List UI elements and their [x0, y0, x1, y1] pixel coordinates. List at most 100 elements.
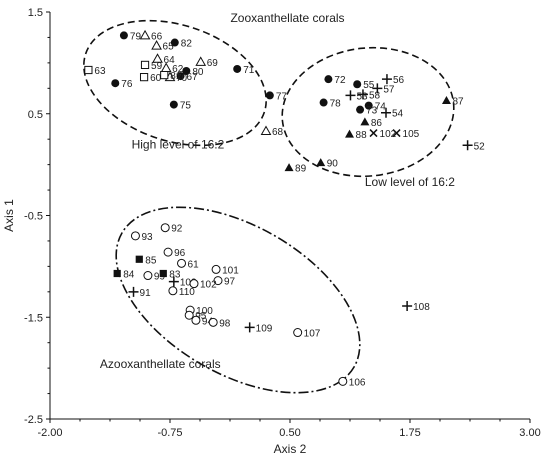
point-label-86: 86 [371, 118, 383, 129]
point-label-102: 102 [380, 129, 397, 140]
point-filled-square-85 [135, 255, 143, 263]
point-label-65: 65 [163, 42, 175, 53]
point-filled-circle-72 [324, 75, 333, 84]
point-open-triangle-69 [195, 56, 207, 66]
y-tick-label: 1.5 [28, 7, 43, 19]
point-label-84: 84 [123, 269, 135, 280]
annotation-label: Azooxanthellate corals [100, 357, 221, 371]
x-tick-label: 1.75 [399, 427, 420, 439]
point-filled-triangle-89 [284, 163, 294, 172]
y-tick-label: -1.5 [24, 312, 43, 324]
point-open-triangle-64 [152, 53, 163, 63]
point-open-circle-93 [130, 231, 140, 241]
point-label-59: 59 [151, 61, 163, 72]
point-filled-triangle-90 [316, 158, 326, 167]
point-plus-103 [168, 276, 179, 287]
point-open-circle-92 [160, 223, 170, 233]
point-filled-circle-74 [364, 101, 373, 110]
point-label-57: 57 [383, 84, 395, 95]
point-label-66: 66 [151, 31, 163, 42]
x-tick-label: -2.00 [37, 427, 62, 439]
point-label-92: 92 [171, 224, 183, 235]
point-label-101: 101 [222, 265, 239, 276]
point-label-110: 110 [179, 287, 195, 298]
point-label-76: 76 [121, 79, 133, 90]
point-label-102: 102 [200, 280, 217, 291]
point-label-91: 91 [140, 288, 152, 299]
point-open-circle-96 [163, 247, 173, 257]
point-label-58: 58 [369, 90, 381, 101]
point-filled-circle-67 [176, 72, 185, 81]
point-cross-105 [392, 129, 401, 138]
point-label-56: 56 [393, 75, 405, 86]
point-plus-109 [244, 322, 255, 333]
point-label-100: 100 [196, 306, 213, 317]
point-label-55: 55 [363, 80, 375, 91]
point-cross-102 [369, 129, 378, 138]
annotation-label: High level of 16:2 [132, 137, 225, 151]
point-filled-circle-73 [356, 105, 365, 114]
point-filled-circle-80 [182, 67, 191, 76]
x-tick-label: -0.75 [157, 427, 182, 439]
group-ellipses [83, 19, 455, 394]
azooxanthellate-ellipse [115, 206, 361, 394]
point-label-77: 77 [276, 91, 288, 102]
point-filled-triangle-87 [441, 96, 451, 105]
point-plus-56 [381, 74, 392, 85]
x-tick-label: 3.00 [519, 427, 540, 439]
point-label-103: 103 [180, 278, 197, 289]
y-tick-label: -2.5 [24, 414, 43, 426]
point-label-105: 105 [403, 129, 420, 140]
point-filled-circle-78 [319, 98, 328, 107]
y-tick-label: -0.5 [24, 211, 43, 223]
point-filled-circle-71 [233, 64, 242, 73]
point-open-square-63 [84, 65, 93, 75]
point-label-90: 90 [327, 159, 339, 170]
zooxanthellate-low-16-2-ellipse [281, 46, 455, 178]
point-label-109: 109 [256, 323, 273, 334]
point-open-triangle-68 [260, 125, 272, 136]
point-label-107: 107 [304, 329, 321, 340]
x-tick-label: 0.50 [279, 427, 300, 439]
point-label-60: 60 [150, 73, 162, 84]
annotation-label: Low level of 16:2 [365, 175, 455, 189]
point-filled-circle-77 [265, 91, 274, 100]
point-filled-square-84 [113, 269, 121, 278]
point-open-circle-98 [208, 317, 218, 327]
point-open-circle-102 [189, 279, 199, 289]
point-open-circle-106 [338, 376, 348, 386]
point-label-85: 85 [145, 255, 157, 266]
point-open-circle-61 [177, 258, 187, 268]
point-open-circle-95 [184, 310, 194, 320]
y-tick-label: 0.5 [28, 109, 43, 121]
axes: -2.00 -0.75 0.50 1.75 3.00 1.5 0.5 -0.5 -1.5 -2.5… [2, 7, 541, 456]
point-filled-triangle-86 [360, 117, 370, 126]
point-label-81: 81 [170, 71, 182, 82]
point-open-circle-97 [213, 276, 223, 286]
point-open-square-81 [160, 70, 169, 80]
point-label-98: 98 [219, 318, 231, 329]
point-label-75: 75 [180, 101, 192, 112]
point-label-80: 80 [192, 67, 204, 78]
point-label-72: 72 [334, 75, 346, 86]
point-label-63: 63 [94, 66, 106, 77]
point-open-triangle-66 [139, 29, 151, 40]
point-label-71: 71 [243, 65, 255, 76]
point-open-circle-110 [168, 286, 178, 296]
point-open-square-60 [139, 73, 149, 82]
point-label-82: 82 [181, 39, 193, 50]
point-label-73: 73 [366, 106, 378, 117]
point-label-88: 88 [356, 130, 368, 141]
point-plus-52 [462, 140, 473, 151]
point-label-62: 62 [172, 64, 184, 75]
point-label-68: 68 [272, 127, 284, 138]
point-label-83: 83 [169, 269, 181, 280]
zooxanthellate-high-16-2-ellipse [83, 19, 267, 147]
point-filled-circle-76 [111, 79, 120, 88]
point-label-61: 61 [188, 259, 200, 270]
point-plus-108 [402, 301, 413, 312]
point-label-67: 67 [187, 72, 199, 83]
point-label-108: 108 [413, 302, 430, 313]
